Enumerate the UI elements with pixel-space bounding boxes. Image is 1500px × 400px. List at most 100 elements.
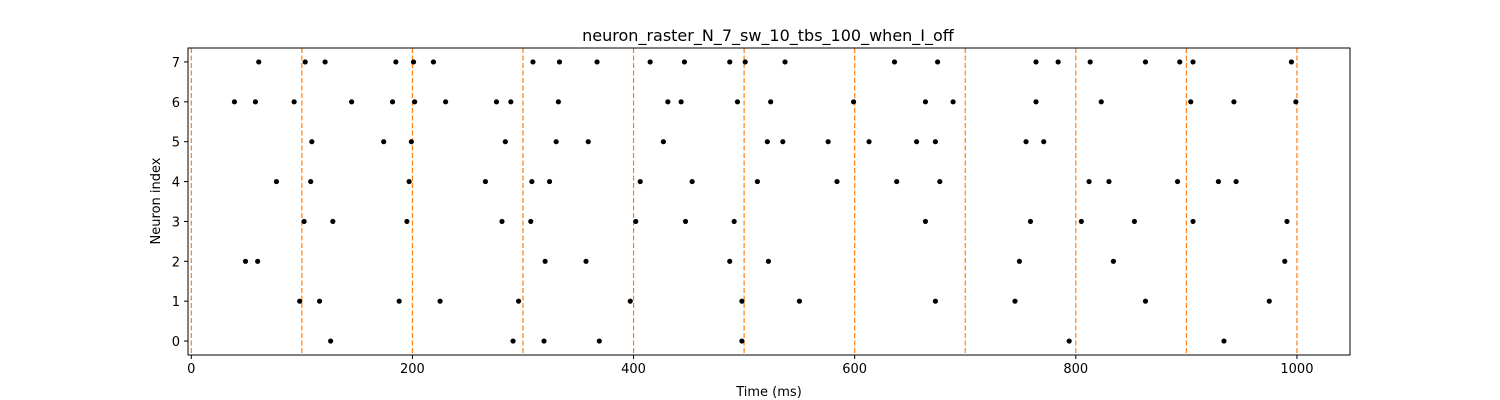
neuron-4-spikes: [273, 178, 1239, 185]
y-tick-label: 2: [172, 255, 180, 270]
spike-point: [1231, 99, 1237, 105]
axes-frame: [187, 47, 1351, 356]
spike-point: [850, 99, 857, 105]
spike-point: [1023, 139, 1029, 145]
spike-point: [410, 59, 417, 65]
spike-point: [731, 218, 737, 225]
x-tick-label: 0: [187, 362, 195, 377]
y-tick-label: 0: [172, 335, 180, 350]
spike-point: [913, 139, 920, 145]
spike-point: [396, 298, 402, 304]
spike-point: [1086, 178, 1092, 185]
spike-point: [556, 59, 563, 65]
spike-point: [389, 99, 396, 105]
y-tick-label: 1: [172, 295, 180, 310]
plot-area: [190, 48, 1299, 355]
neuron-7-spikes: [256, 59, 1295, 65]
spike-point: [596, 338, 602, 344]
spike-point: [302, 59, 308, 65]
y-tick-label: 4: [172, 176, 180, 191]
spike-point: [1177, 59, 1183, 65]
spike-point: [765, 258, 772, 264]
spike-point: [922, 99, 929, 105]
spike-point: [647, 59, 653, 65]
spike-point: [493, 99, 500, 105]
spike-point: [727, 59, 733, 65]
spike-point: [330, 218, 336, 225]
x-tick-label: 200: [400, 362, 425, 377]
spike-point: [866, 139, 872, 145]
spike-point: [430, 59, 437, 65]
spike-point: [499, 218, 505, 225]
spike-point: [1110, 258, 1116, 264]
spike-point: [1293, 99, 1299, 105]
y-tick-label: 7: [172, 56, 180, 71]
spike-point: [502, 139, 508, 145]
spike-point: [1221, 338, 1227, 344]
spike-point: [412, 99, 418, 105]
spike-point: [1016, 258, 1023, 264]
spike-point: [1066, 338, 1072, 344]
y-tick-label: 5: [172, 136, 180, 151]
spike-point: [404, 218, 410, 225]
spike-point: [682, 218, 689, 225]
spike-point: [678, 99, 684, 105]
spike-point: [689, 178, 695, 185]
spike-point: [381, 139, 387, 145]
spike-point: [739, 298, 745, 304]
spike-point: [252, 99, 259, 105]
spike-point: [1106, 178, 1112, 185]
neuron-0-spikes: [328, 338, 1227, 344]
spike-point: [541, 338, 547, 344]
neuron-6-spikes: [231, 99, 1299, 105]
spike-point: [542, 258, 548, 264]
spike-point: [546, 178, 553, 185]
spike-point: [1033, 99, 1039, 105]
spike-point: [834, 178, 840, 185]
spike-point: [594, 59, 600, 65]
spike-point: [1027, 218, 1034, 225]
spike-point: [406, 178, 412, 185]
spike-point: [782, 59, 788, 65]
spike-point: [932, 139, 938, 145]
spike-point: [585, 139, 591, 145]
spike-point: [528, 218, 534, 225]
spike-point: [1284, 218, 1290, 225]
spike-point: [764, 139, 770, 145]
spike-point: [515, 298, 522, 304]
spike-point: [1131, 218, 1138, 225]
spike-point: [734, 99, 741, 105]
neuron-2-spikes: [242, 258, 1288, 264]
spike-point: [530, 59, 536, 65]
spike-point: [891, 59, 898, 65]
spike-point: [508, 99, 514, 105]
spike-point: [1098, 99, 1104, 105]
spike-point: [894, 178, 900, 185]
spike-point: [681, 59, 688, 65]
spike-point: [739, 338, 745, 344]
spike-point: [231, 99, 238, 105]
spike-point: [1012, 298, 1018, 304]
x-tick-label: 1000: [1280, 362, 1313, 377]
spike-point: [308, 178, 314, 185]
chart-title: neuron_raster_N_7_sw_10_tbs_100_when_I_o…: [582, 26, 955, 46]
spike-point: [1055, 59, 1061, 65]
spike-point: [437, 298, 443, 304]
spike-point: [1087, 59, 1093, 65]
spike-point: [665, 99, 671, 105]
spike-point: [780, 139, 786, 145]
spike-point: [932, 298, 938, 304]
spike-point: [1190, 59, 1196, 65]
spike-point: [742, 59, 748, 65]
spike-point: [1266, 298, 1272, 304]
neuron-3-spikes: [301, 218, 1290, 225]
spike-point: [256, 59, 262, 65]
spike-point: [1190, 218, 1196, 225]
spike-point: [349, 99, 355, 105]
spike-point: [309, 139, 315, 145]
x-axis: 0 200 400 600 800 1000: [187, 355, 1313, 377]
spike-point: [553, 139, 559, 145]
neuron-5-spikes: [309, 139, 1047, 145]
spike-point: [482, 178, 489, 185]
